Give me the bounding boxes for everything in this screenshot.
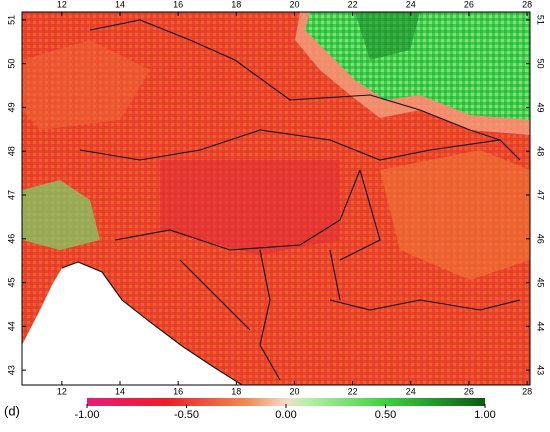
map-field <box>22 12 530 385</box>
x-tick-label-top: 24 <box>406 0 416 9</box>
y-tick-label-right: 44 <box>536 321 546 331</box>
y-tick-label-left: 50 <box>6 59 16 69</box>
y-tick-label-left: 48 <box>6 146 16 156</box>
x-tick-label-bottom: 12 <box>57 386 67 396</box>
y-tick-label-right: 45 <box>536 278 546 288</box>
x-tick-label-bottom: 20 <box>289 386 299 396</box>
colorbar-tick-label: -1.00 <box>74 409 99 421</box>
y-tick-label-left: 47 <box>6 190 16 200</box>
y-tick-label-right: 48 <box>536 146 546 156</box>
x-tick-label-top: 20 <box>289 0 299 9</box>
x-tick-label-bottom: 24 <box>406 386 416 396</box>
x-tick-label-top: 28 <box>522 0 532 9</box>
y-tick-label-left: 51 <box>6 15 16 25</box>
y-tick-label-right: 49 <box>536 102 546 112</box>
x-tick-label-top: 22 <box>348 0 358 9</box>
x-tick-label-bottom: 28 <box>522 386 532 396</box>
y-tick-label-left: 44 <box>6 321 16 331</box>
y-tick-label-left: 45 <box>6 278 16 288</box>
x-tick-label-bottom: 26 <box>464 386 474 396</box>
y-tick-label-left: 46 <box>6 234 16 244</box>
x-tick-label-top: 26 <box>464 0 474 9</box>
x-tick-label-bottom: 22 <box>348 386 358 396</box>
colorbar <box>87 398 485 406</box>
y-tick-label-right: 50 <box>536 59 546 69</box>
x-tick-label-top: 18 <box>231 0 241 9</box>
colorbar-tick-label: 0.00 <box>275 409 296 421</box>
y-tick-label-left: 49 <box>6 102 16 112</box>
y-tick-label-right: 51 <box>536 15 546 25</box>
colorbar-tick-label: 0.50 <box>375 409 396 421</box>
x-tick-label-top: 12 <box>57 0 67 9</box>
map-frame <box>21 11 531 386</box>
colorbar-tick-label: -0.50 <box>174 409 199 421</box>
y-tick-label-right: 47 <box>536 190 546 200</box>
x-tick-label-bottom: 18 <box>231 386 241 396</box>
panel-label: (d) <box>4 403 20 418</box>
x-tick-label-bottom: 14 <box>115 386 125 396</box>
y-tick-label-right: 43 <box>536 365 546 375</box>
colorbar-tick-label: 1.00 <box>474 409 495 421</box>
x-tick-label-top: 16 <box>173 0 183 9</box>
x-tick-label-top: 14 <box>115 0 125 9</box>
x-tick-label-bottom: 16 <box>173 386 183 396</box>
y-tick-label-left: 43 <box>6 365 16 375</box>
y-tick-label-right: 46 <box>536 234 546 244</box>
